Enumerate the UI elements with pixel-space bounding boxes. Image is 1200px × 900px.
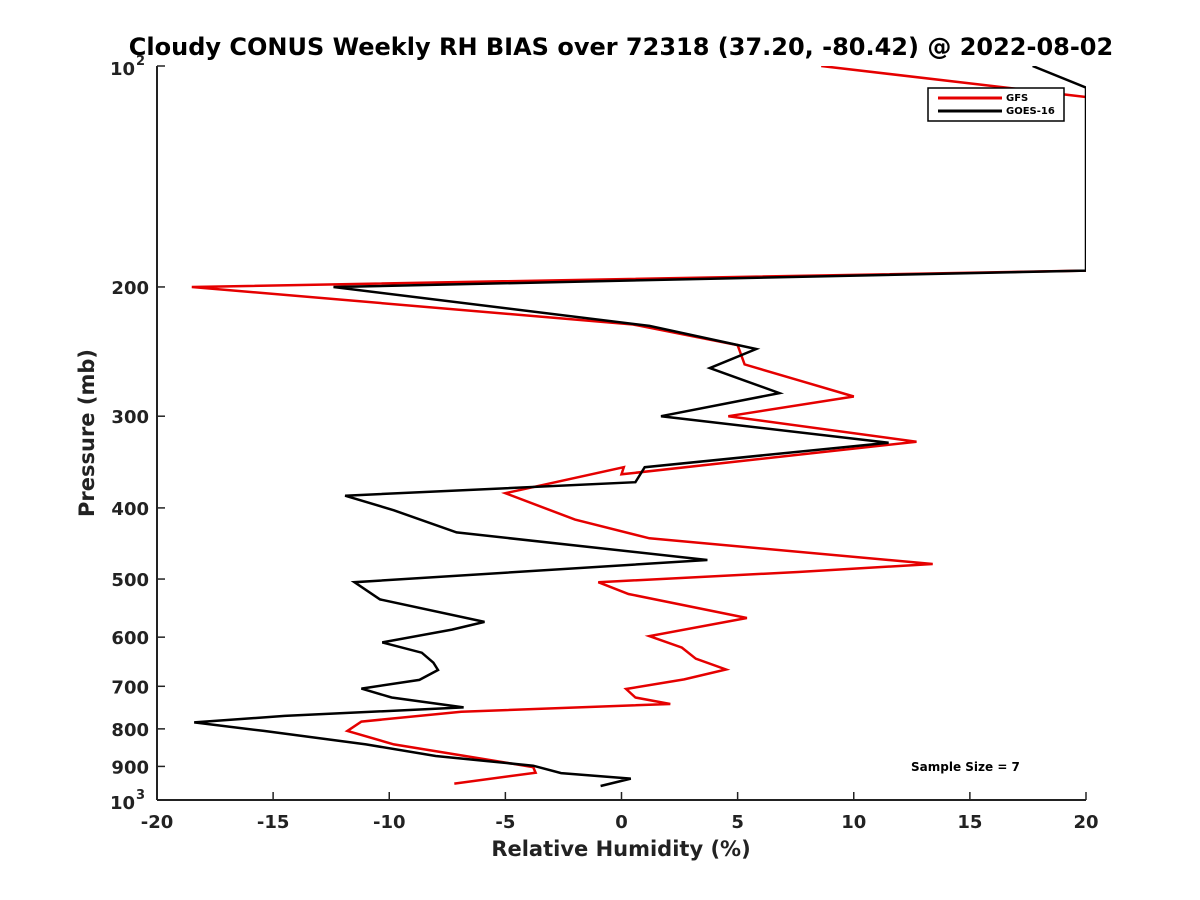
legend-label-goes16: GOES-16 [1006, 106, 1055, 117]
y-tick-label: 700 [111, 677, 149, 698]
y-tick-label: 600 [111, 628, 149, 649]
x-tick-label: -10 [373, 812, 406, 833]
y-tick-label: 800 [111, 720, 149, 741]
x-tick-label: 20 [1073, 812, 1098, 833]
series-line-gfs [191, 66, 1086, 785]
sample-size-annotation: Sample Size = 7 [911, 760, 1020, 774]
y-tick-label-base: 10 [110, 59, 135, 80]
y-tick-label: 400 [111, 499, 149, 520]
x-tick-label: 0 [615, 812, 628, 833]
x-axis-label: Relative Humidity (%) [491, 837, 750, 861]
chart-title: Cloudy CONUS Weekly RH BIAS over 72318 (… [129, 33, 1113, 61]
y-tick-label: 200 [111, 278, 149, 299]
x-axis: -20 -15 -10 -5 0 5 10 15 20 [141, 792, 1099, 833]
legend-box [927, 87, 1065, 122]
legend: GFS GOES-16 [927, 87, 1065, 122]
plot-area [157, 66, 1086, 800]
y-axis-label: Pressure (mb) [75, 349, 99, 517]
x-tick-label: -20 [141, 812, 174, 833]
y-tick-label-exponent: 3 [136, 788, 145, 803]
y-tick-label-base: 10 [110, 793, 135, 814]
x-tick-label: -15 [257, 812, 290, 833]
series-layer [191, 66, 1086, 788]
y-tick-label: 900 [111, 757, 149, 778]
y-tick-label: 300 [111, 407, 149, 428]
x-tick-label: 15 [957, 812, 982, 833]
x-tick-label: -5 [495, 812, 515, 833]
x-tick-label: 5 [731, 812, 744, 833]
y-tick-label: 500 [111, 570, 149, 591]
x-tick-label: 10 [841, 812, 866, 833]
series-line-goes-16 [194, 66, 1086, 788]
legend-label-gfs: GFS [1006, 93, 1028, 104]
y-tick-label-exponent: 2 [136, 54, 145, 69]
